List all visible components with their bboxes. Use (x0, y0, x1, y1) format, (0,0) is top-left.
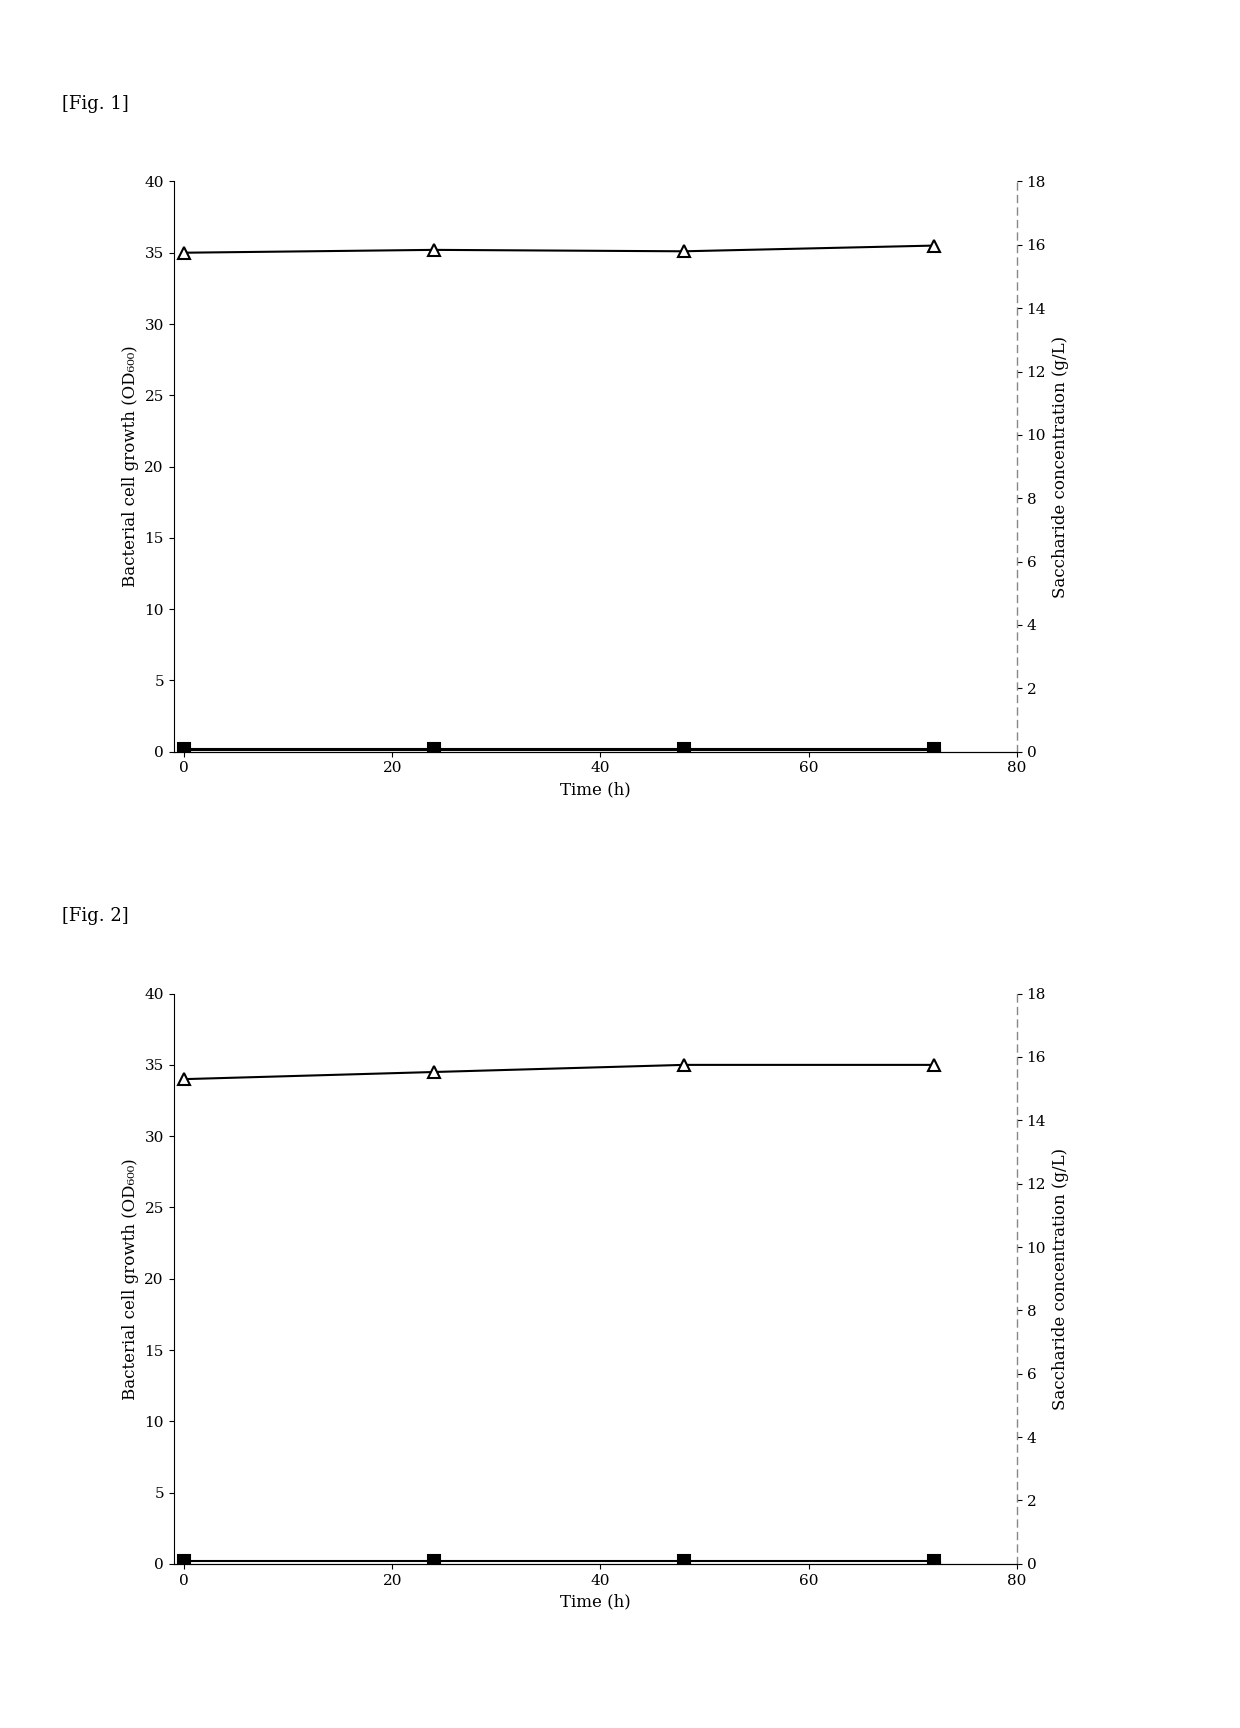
Text: [Fig. 2]: [Fig. 2] (62, 907, 129, 924)
X-axis label: Time (h): Time (h) (559, 1593, 631, 1610)
Y-axis label: Saccharide concentration (g/L): Saccharide concentration (g/L) (1052, 1147, 1069, 1410)
Y-axis label: Bacterial cell growth (OD₆₀₀): Bacterial cell growth (OD₆₀₀) (122, 1158, 139, 1400)
Y-axis label: Bacterial cell growth (OD₆₀₀): Bacterial cell growth (OD₆₀₀) (122, 346, 139, 588)
Y-axis label: Saccharide concentration (g/L): Saccharide concentration (g/L) (1052, 335, 1069, 598)
Text: [Fig. 1]: [Fig. 1] (62, 95, 129, 112)
X-axis label: Time (h): Time (h) (559, 781, 631, 798)
